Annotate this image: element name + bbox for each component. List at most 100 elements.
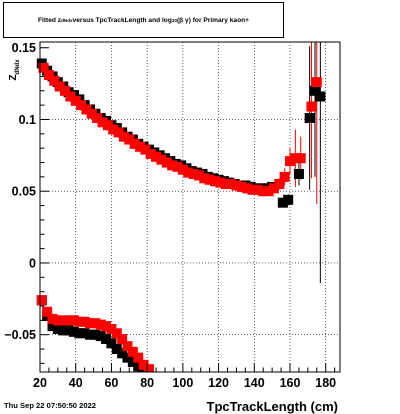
data-point	[54, 81, 65, 92]
data-point	[118, 131, 129, 142]
data-point	[106, 323, 117, 334]
data-point	[47, 321, 58, 332]
data-point	[68, 315, 79, 326]
title-pre: Fitted z	[38, 16, 62, 24]
data-point	[92, 113, 103, 124]
data-point	[106, 338, 117, 349]
data-point	[199, 173, 210, 184]
data-point	[38, 62, 49, 73]
data-point	[74, 328, 85, 339]
y-tick-label: 0.1	[19, 113, 36, 127]
data-point	[79, 316, 90, 327]
data-point	[135, 141, 145, 152]
data-point	[242, 183, 253, 194]
data-point	[310, 85, 320, 96]
data-point	[117, 334, 128, 344]
data-point	[79, 328, 90, 339]
data-point	[258, 186, 269, 197]
data-point	[36, 295, 47, 306]
x-tick-label: 40	[69, 376, 83, 390]
data-point	[295, 153, 306, 164]
data-point	[315, 91, 326, 102]
data-point	[304, 113, 315, 124]
data-point	[138, 359, 149, 370]
y-tick-label: 0.15	[12, 41, 36, 55]
data-point	[140, 144, 151, 155]
data-point	[60, 85, 70, 96]
data-point	[86, 108, 97, 119]
data-point	[263, 186, 274, 197]
x-tick-label: 140	[244, 376, 265, 390]
data-point	[58, 315, 69, 326]
plot-frame	[39, 41, 341, 373]
data-point	[274, 179, 285, 190]
data-point	[108, 124, 119, 135]
data-point	[133, 352, 144, 363]
data-point	[95, 331, 106, 342]
data-point	[42, 306, 53, 317]
data-point	[70, 95, 81, 106]
data-point	[143, 364, 154, 372]
data-point	[172, 161, 183, 172]
x-tick-label: 120	[208, 376, 229, 390]
data-point	[58, 325, 69, 336]
data-point	[220, 179, 231, 190]
data-point	[204, 174, 215, 185]
title-sub-10: 10	[171, 17, 177, 23]
axis-ticks	[39, 47, 336, 372]
y-axis-title: ZdNdx	[8, 59, 21, 81]
data-point	[65, 91, 76, 102]
data-point	[63, 325, 74, 336]
data-point	[52, 315, 63, 326]
data-point	[268, 183, 279, 194]
data-point	[52, 323, 63, 334]
data-point	[145, 148, 156, 159]
y-tick-label: 0.05	[12, 185, 36, 199]
data-point	[81, 104, 92, 115]
data-point	[111, 328, 122, 339]
data-point	[63, 315, 74, 326]
data-point	[47, 313, 58, 324]
x-tick-label: 180	[315, 376, 336, 390]
title-post: (β γ) for Primary kaon+	[176, 16, 249, 24]
data-point	[49, 75, 60, 86]
data-point	[102, 120, 113, 131]
y-tick-label: −0.05	[4, 328, 36, 342]
data-point	[279, 171, 290, 182]
data-point	[151, 151, 162, 162]
data-point	[236, 181, 247, 192]
data-point	[167, 160, 178, 171]
data-point	[122, 352, 133, 363]
data-point	[85, 329, 95, 340]
data-point	[101, 334, 112, 344]
data-point	[183, 167, 194, 178]
x-tick-label: 80	[140, 376, 154, 390]
data-point	[127, 346, 138, 357]
x-tick-label: 60	[104, 376, 118, 390]
data-markers	[36, 58, 326, 372]
x-tick-label: 160	[280, 376, 301, 390]
data-point	[161, 157, 172, 168]
data-point	[293, 169, 304, 179]
data-point	[76, 100, 87, 111]
data-point	[97, 117, 108, 128]
chart-title: Fitted z dNdx versus TpcTrackLength and l…	[3, 2, 284, 38]
data-point	[101, 321, 112, 332]
data-point	[283, 194, 294, 205]
data-point	[124, 134, 135, 145]
data-point	[231, 180, 242, 191]
data-point	[90, 318, 101, 329]
data-point	[68, 326, 79, 337]
data-point	[277, 197, 288, 208]
data-point	[127, 356, 138, 367]
data-point	[210, 176, 220, 187]
data-point	[133, 361, 144, 372]
x-axis-title: TpcTrackLength (cm)	[207, 399, 338, 414]
data-point	[290, 153, 301, 164]
x-tick-label: 20	[33, 376, 47, 390]
data-point	[252, 184, 263, 195]
data-point	[117, 348, 128, 359]
data-point	[247, 184, 258, 195]
data-point	[306, 101, 317, 112]
